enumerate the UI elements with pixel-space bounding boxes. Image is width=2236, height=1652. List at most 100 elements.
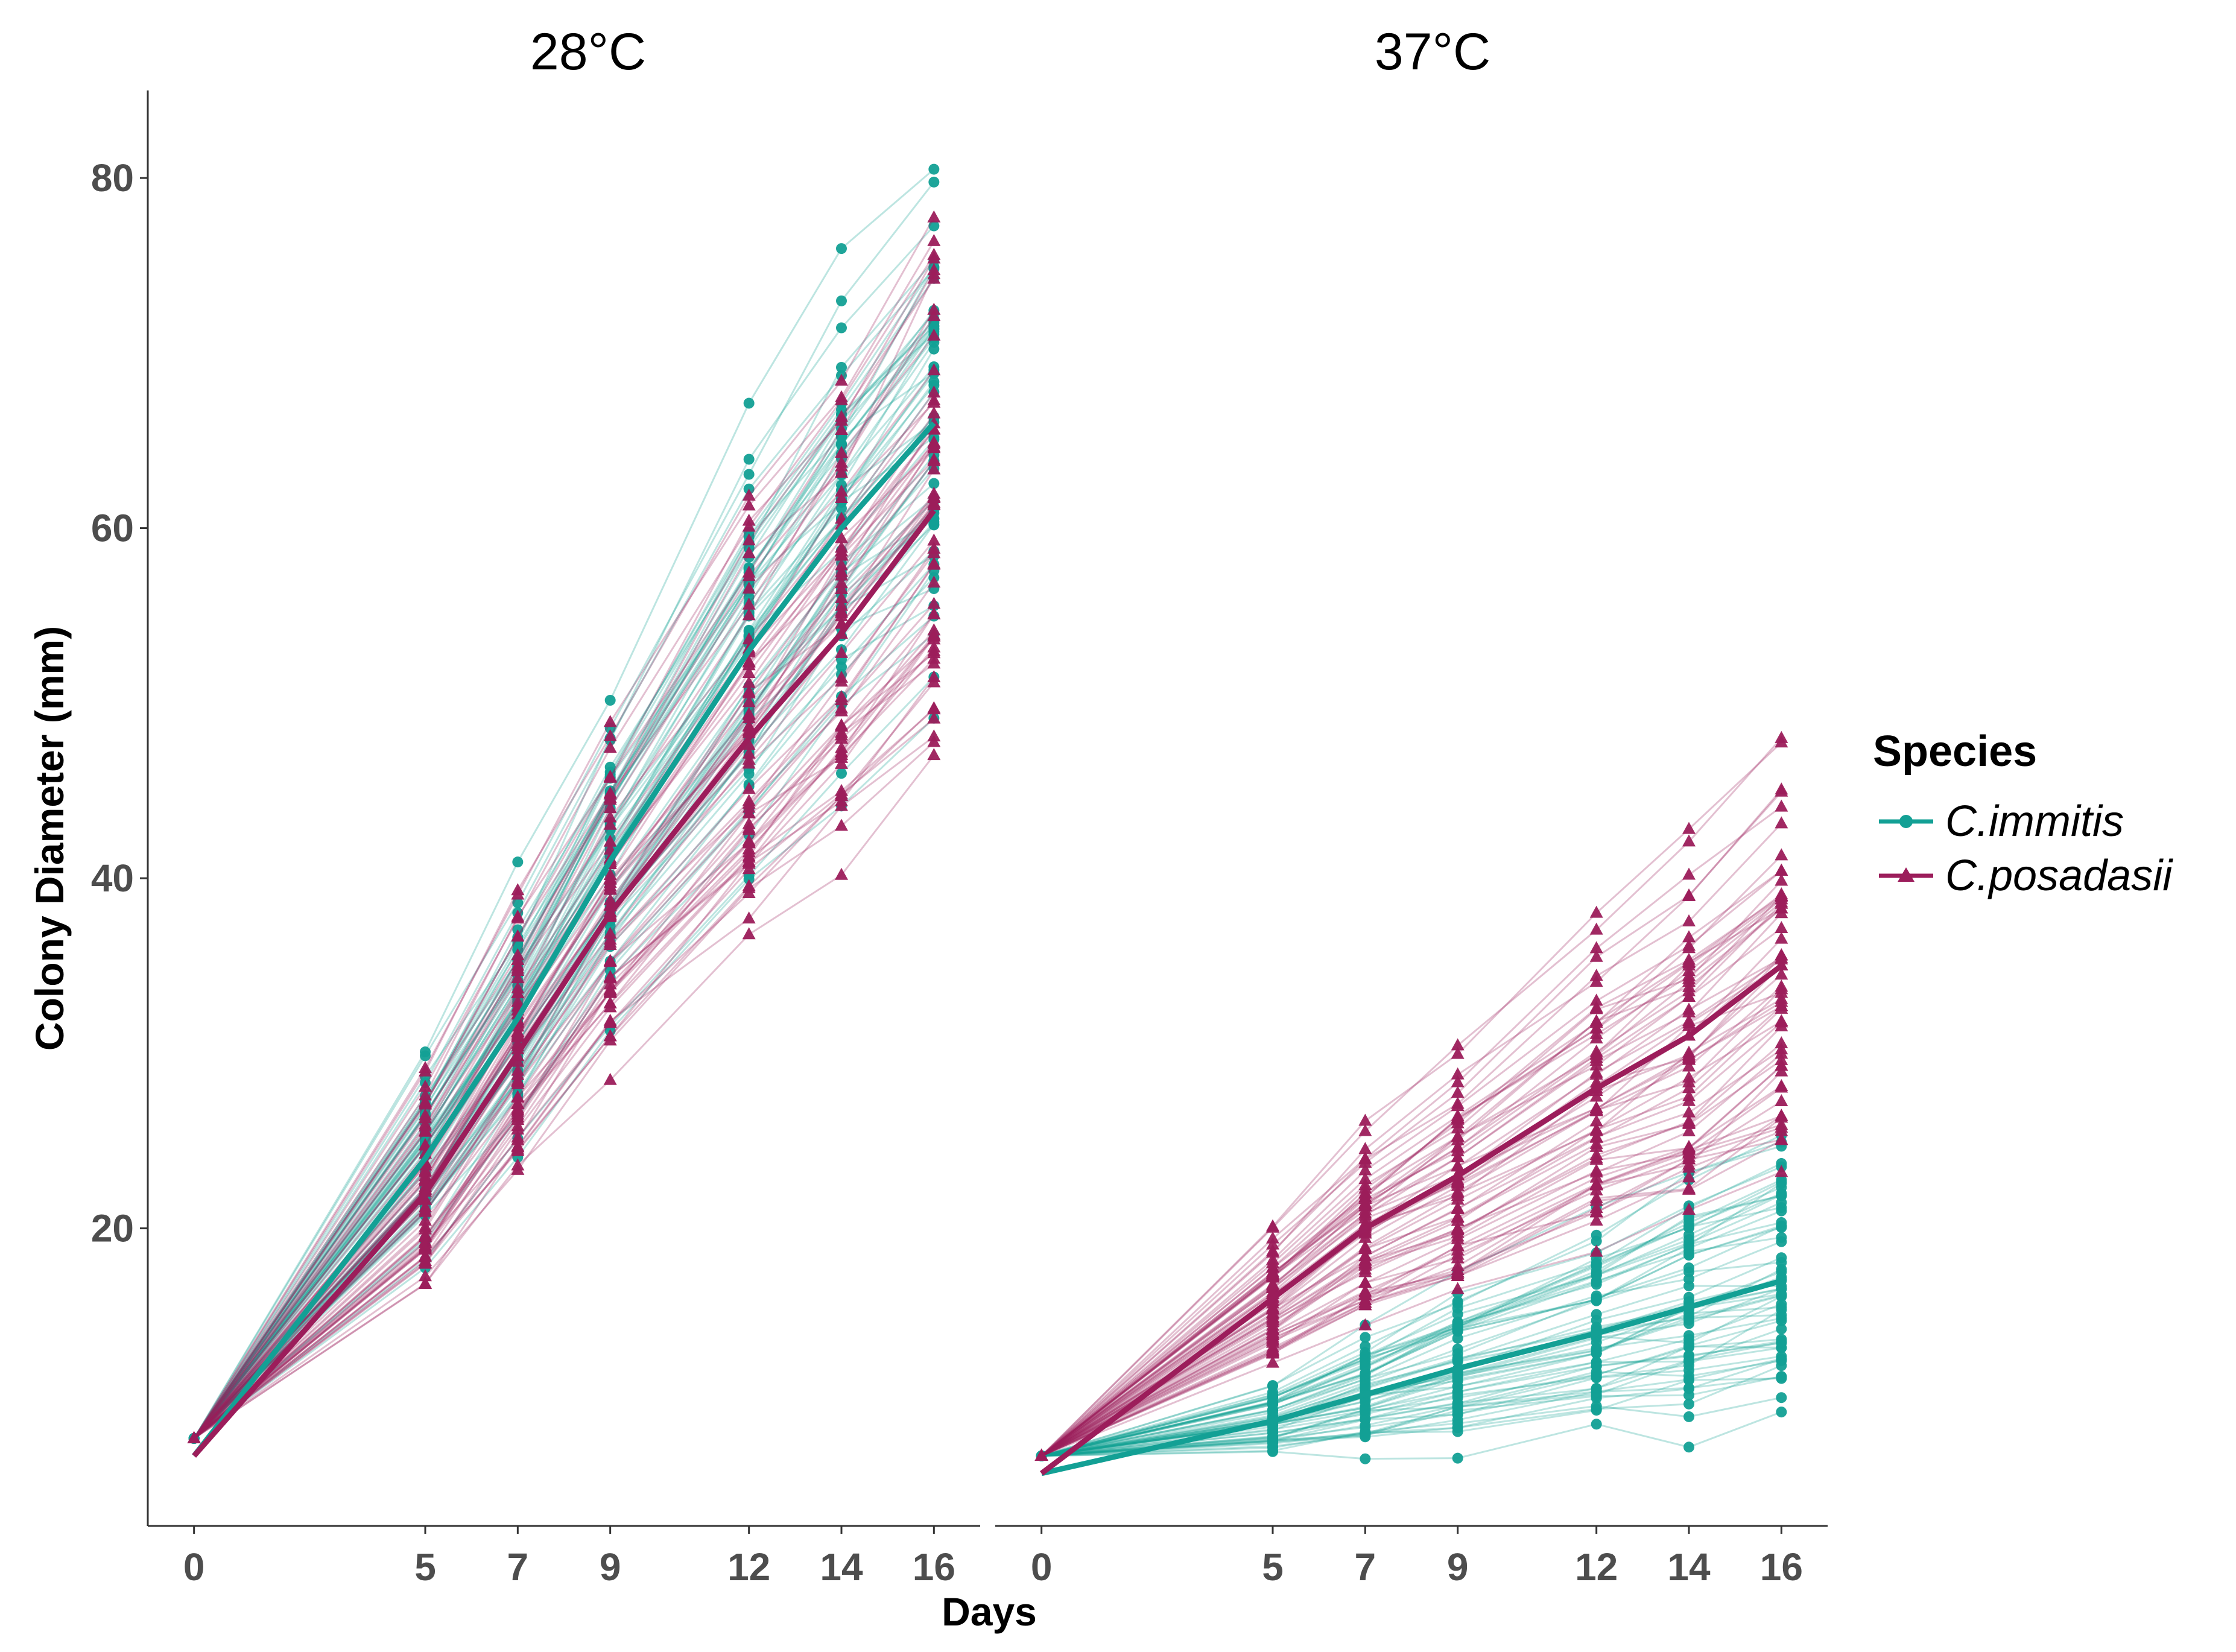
mean-line-c-posadasii-panel-0 [192, 508, 936, 1458]
replicate-point-c-posadasii [1451, 1112, 1465, 1125]
replicate-point-c-immitis [1683, 1250, 1694, 1261]
replicate-point-c-posadasii [1682, 1105, 1696, 1118]
x-tick-label-panel-0-12: 12 [727, 1545, 770, 1589]
replicate-point-c-posadasii [835, 719, 848, 732]
replicate-point-c-posadasii [511, 963, 525, 976]
replicate-point-c-posadasii [1589, 1170, 1603, 1183]
x-tick-label-panel-1-9: 9 [1447, 1545, 1469, 1589]
replicate-point-c-posadasii [1775, 1042, 1788, 1055]
replicate-point-c-immitis [1776, 1312, 1787, 1324]
replicate-point-c-posadasii [927, 462, 941, 475]
legend-marker-c-immitis [1899, 815, 1913, 828]
replicate-point-c-posadasii [1682, 1059, 1696, 1072]
replicate-point-c-posadasii [835, 465, 848, 478]
replicate-point-c-posadasii [927, 729, 941, 742]
replicate-point-c-posadasii [835, 576, 848, 589]
replicate-point-c-posadasii [603, 715, 617, 727]
replicate-point-c-posadasii [835, 531, 848, 543]
replicate-point-c-posadasii [1589, 1178, 1603, 1191]
replicate-point-c-immitis [1776, 1372, 1787, 1383]
replicate-point-c-posadasii [1682, 1049, 1696, 1062]
replicate-point-c-posadasii [1775, 986, 1788, 998]
replicate-point-c-posadasii [419, 1080, 432, 1092]
replicate-point-c-posadasii [1589, 1163, 1603, 1176]
replicate-point-c-immitis [1591, 1343, 1602, 1354]
replicate-point-c-posadasii [742, 806, 756, 818]
replicate-point-c-posadasii [742, 533, 756, 546]
replicate-point-c-immitis [1591, 1386, 1602, 1397]
replicate-point-c-posadasii [742, 665, 756, 678]
replicate-point-c-posadasii [1451, 1185, 1465, 1197]
replicate-point-c-immitis [1360, 1404, 1371, 1416]
replicate-point-c-posadasii [1358, 1265, 1372, 1277]
replicate-point-c-posadasii [1589, 1122, 1603, 1135]
replicate-point-c-posadasii [1775, 784, 1788, 797]
replicate-point-c-immitis [743, 454, 755, 465]
replicate-point-c-posadasii [835, 728, 848, 741]
replicate-point-c-posadasii [835, 413, 848, 426]
replicate-point-c-posadasii [511, 986, 525, 999]
replicate-point-c-posadasii [742, 597, 756, 610]
replicate-point-c-posadasii [1589, 1068, 1603, 1080]
replicate-point-c-immitis [1360, 1429, 1371, 1440]
replicate-point-c-posadasii [742, 752, 756, 765]
replicate-point-c-posadasii [1589, 1191, 1603, 1203]
replicate-point-c-posadasii [1682, 1005, 1696, 1017]
replicate-point-c-posadasii [1358, 1113, 1372, 1126]
replicate-point-c-posadasii [1775, 921, 1788, 934]
replicate-point-c-immitis [1683, 1398, 1694, 1410]
replicate-point-c-immitis [604, 695, 616, 706]
replicate-point-c-posadasii [511, 1077, 525, 1090]
axes: 20 40 60 80 0 5 7 9 12 14 16 0 5 7 9 12 14 16 [91, 90, 1828, 1589]
y-tick-label-40: 40 [91, 856, 134, 900]
replicate-point-c-posadasii [1589, 905, 1603, 918]
replicate-point-c-immitis [1360, 1422, 1371, 1433]
replicate-point-c-immitis [1776, 1220, 1787, 1232]
replicate-point-c-posadasii [1451, 1223, 1465, 1236]
replicate-point-c-posadasii [1682, 1019, 1696, 1031]
replicate-point-c-posadasii [1775, 799, 1788, 812]
replicate-point-c-immitis [1683, 1273, 1694, 1285]
replicate-point-c-immitis [1360, 1361, 1371, 1372]
replicate-point-c-immitis [1267, 1380, 1278, 1391]
mean-line-c-immitis-panel-1 [1040, 1278, 1782, 1476]
replicate-point-c-posadasii [1775, 951, 1788, 963]
panel-28c-plot [187, 163, 941, 1458]
replicate-point-c-immitis [1452, 1319, 1463, 1331]
replicates-c-posadasii-panel-1 [1034, 730, 1788, 1461]
replicate-point-c-posadasii [742, 498, 756, 511]
replicate-point-c-posadasii [1034, 1448, 1048, 1461]
replicate-point-c-posadasii [927, 363, 941, 376]
replicate-point-c-immitis [1452, 1397, 1463, 1409]
x-tick-label-panel-0-9: 9 [600, 1545, 621, 1589]
replicate-point-c-posadasii [835, 674, 848, 687]
replicate-point-c-posadasii [742, 796, 756, 809]
replicate-point-c-posadasii [1266, 1220, 1279, 1233]
replicate-point-c-posadasii [927, 486, 941, 499]
replicate-point-c-posadasii [1451, 1232, 1465, 1244]
replicate-point-c-posadasii [1266, 1344, 1279, 1356]
replicate-point-c-posadasii [603, 787, 617, 800]
replicate-point-c-posadasii [511, 909, 525, 922]
y-tick-label-80: 80 [91, 156, 134, 200]
replicate-point-c-posadasii [511, 1113, 525, 1125]
replicate-point-c-posadasii [742, 685, 756, 697]
replicate-point-c-posadasii [742, 546, 756, 559]
replicate-point-c-posadasii [742, 488, 756, 501]
replicate-point-c-posadasii [1775, 864, 1788, 876]
replicate-point-c-posadasii [511, 971, 525, 984]
replicate-point-c-immitis [836, 322, 847, 334]
replicate-point-c-posadasii [835, 590, 848, 603]
replicate-point-c-posadasii [1266, 1313, 1279, 1326]
replicate-point-c-posadasii [1682, 821, 1696, 834]
x-tick-label-panel-1-14: 14 [1667, 1545, 1711, 1589]
replicate-point-c-posadasii [511, 1119, 525, 1131]
replicate-point-c-immitis [1267, 1440, 1278, 1452]
replicate-point-c-posadasii [1358, 1186, 1372, 1198]
replicate-point-c-posadasii [419, 1111, 432, 1124]
replicate-point-c-posadasii [1682, 1070, 1696, 1083]
replicate-point-c-posadasii [511, 952, 525, 965]
replicate-point-c-posadasii [927, 393, 941, 405]
replicate-point-c-posadasii [927, 597, 941, 609]
